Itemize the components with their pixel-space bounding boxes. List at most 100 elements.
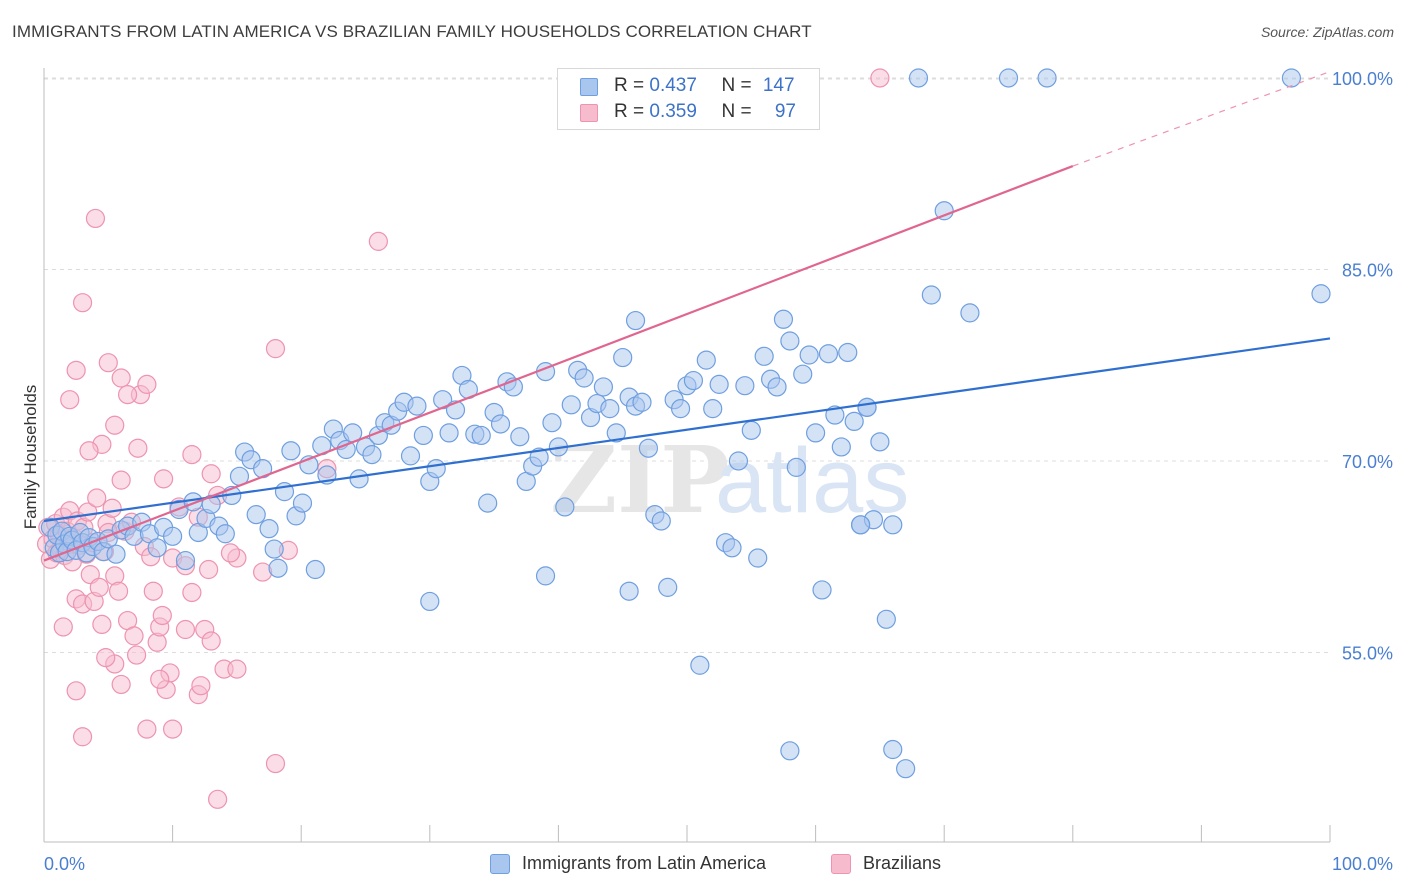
point-latin-america [613, 347, 633, 368]
legend-swatch-pink [580, 104, 598, 122]
point-latin-america [818, 344, 839, 364]
point-brazilians [182, 582, 202, 603]
point-brazilians [199, 559, 219, 580]
point-brazilians [66, 681, 86, 701]
legend-n-value: 97 [774, 101, 796, 122]
point-brazilians [111, 470, 131, 490]
x-tick-label: 100.0% [1332, 854, 1393, 874]
point-latin-america [838, 342, 858, 363]
y-tick-labels: 55.0% 70.0% 85.0% 100.0% [1332, 69, 1393, 664]
point-brazilians [79, 441, 99, 461]
point-latin-america [883, 515, 903, 535]
point-latin-america [883, 739, 903, 760]
point-latin-america [336, 439, 356, 460]
point-brazilians [143, 581, 163, 601]
point-latin-america [825, 405, 845, 425]
point-latin-america [175, 550, 196, 571]
point-brazilians [153, 469, 174, 489]
trend-line-latin-america [43, 337, 1331, 523]
point-brazilians [89, 577, 109, 597]
point-latin-america [709, 374, 729, 394]
point-latin-america [793, 364, 813, 384]
point-latin-america [960, 303, 980, 323]
point-latin-america [735, 376, 755, 396]
point-latin-america [349, 469, 369, 489]
point-brazilians [150, 669, 170, 689]
point-latin-america [281, 441, 301, 461]
point-latin-america [1037, 68, 1057, 88]
point-brazilians [60, 390, 80, 410]
point-latin-america [632, 392, 652, 412]
point-latin-america [908, 68, 929, 88]
point-brazilians [98, 353, 118, 373]
point-latin-america [696, 350, 716, 370]
point-latin-america [420, 591, 440, 612]
point-brazilians [265, 753, 286, 774]
point-latin-america [510, 427, 530, 447]
point-brazilians [208, 789, 228, 809]
point-brazilians [368, 231, 388, 251]
point-latin-america [638, 438, 659, 458]
point-latin-america [780, 331, 800, 351]
axes [43, 68, 1331, 843]
source-label: Source: ZipAtlas.com [1260, 24, 1394, 40]
point-brazilians [105, 415, 125, 435]
legend-label: Brazilians [863, 853, 942, 873]
point-latin-america [722, 538, 742, 558]
point-brazilians [117, 385, 138, 405]
y-tick-label: 85.0% [1342, 260, 1393, 280]
legend-n-value: 147 [762, 75, 795, 96]
point-latin-america [998, 68, 1019, 88]
point-latin-america [683, 370, 704, 391]
x-tick-labels: 0.0% 100.0% [44, 854, 1393, 874]
point-latin-america [259, 519, 279, 539]
point-latin-america [555, 497, 575, 517]
legend-r-label: R = [614, 101, 650, 122]
point-latin-america [542, 413, 562, 433]
point-brazilians [870, 68, 890, 88]
point-brazilians [175, 619, 196, 640]
point-latin-america [106, 544, 126, 564]
point-brazilians [163, 719, 183, 739]
point-latin-america [305, 559, 325, 580]
y-tick-label: 55.0% [1342, 643, 1393, 663]
point-latin-america [1311, 284, 1331, 304]
point-latin-america [439, 423, 459, 443]
legend-n-label: N = [721, 75, 757, 96]
point-latin-america [268, 558, 288, 578]
point-latin-america [362, 445, 382, 465]
point-brazilians [137, 719, 157, 739]
chart-title: IMMIGRANTS FROM LATIN AMERICA VS BRAZILI… [12, 22, 812, 41]
legend-r-value: 0.359 [649, 101, 697, 122]
point-latin-america [844, 411, 864, 432]
legend-n-label: N = [721, 101, 757, 122]
point-brazilians [126, 645, 147, 665]
point-latin-america [413, 425, 433, 446]
point-latin-america [593, 377, 614, 397]
trend-line-brazilians-extension [1072, 71, 1331, 167]
point-latin-america [490, 414, 511, 434]
point-latin-america [471, 425, 491, 446]
point-latin-america [812, 580, 832, 600]
point-brazilians [111, 368, 131, 388]
point-brazilians [66, 360, 86, 380]
correlation-legend: R = 0.437 N = 147 R = 0.359 N = 97 [557, 68, 820, 130]
series-latin-america-points [40, 68, 1331, 779]
point-latin-america [857, 397, 877, 417]
point-brazilians [111, 674, 131, 695]
point-latin-america [561, 395, 581, 415]
trend-line-brazilians [43, 165, 1074, 562]
point-latin-america [670, 399, 691, 419]
point-latin-america [741, 420, 761, 440]
point-latin-america [690, 655, 710, 675]
legend-r-label: R = [614, 75, 650, 96]
legend-label: Immigrants from Latin America [522, 853, 767, 873]
point-latin-america [574, 368, 594, 388]
point-latin-america [606, 423, 626, 443]
legend-swatch-pink [831, 854, 851, 874]
point-brazilians [92, 614, 112, 635]
point-latin-america [799, 345, 819, 365]
point-latin-america [767, 377, 787, 397]
point-brazilians [152, 605, 172, 626]
